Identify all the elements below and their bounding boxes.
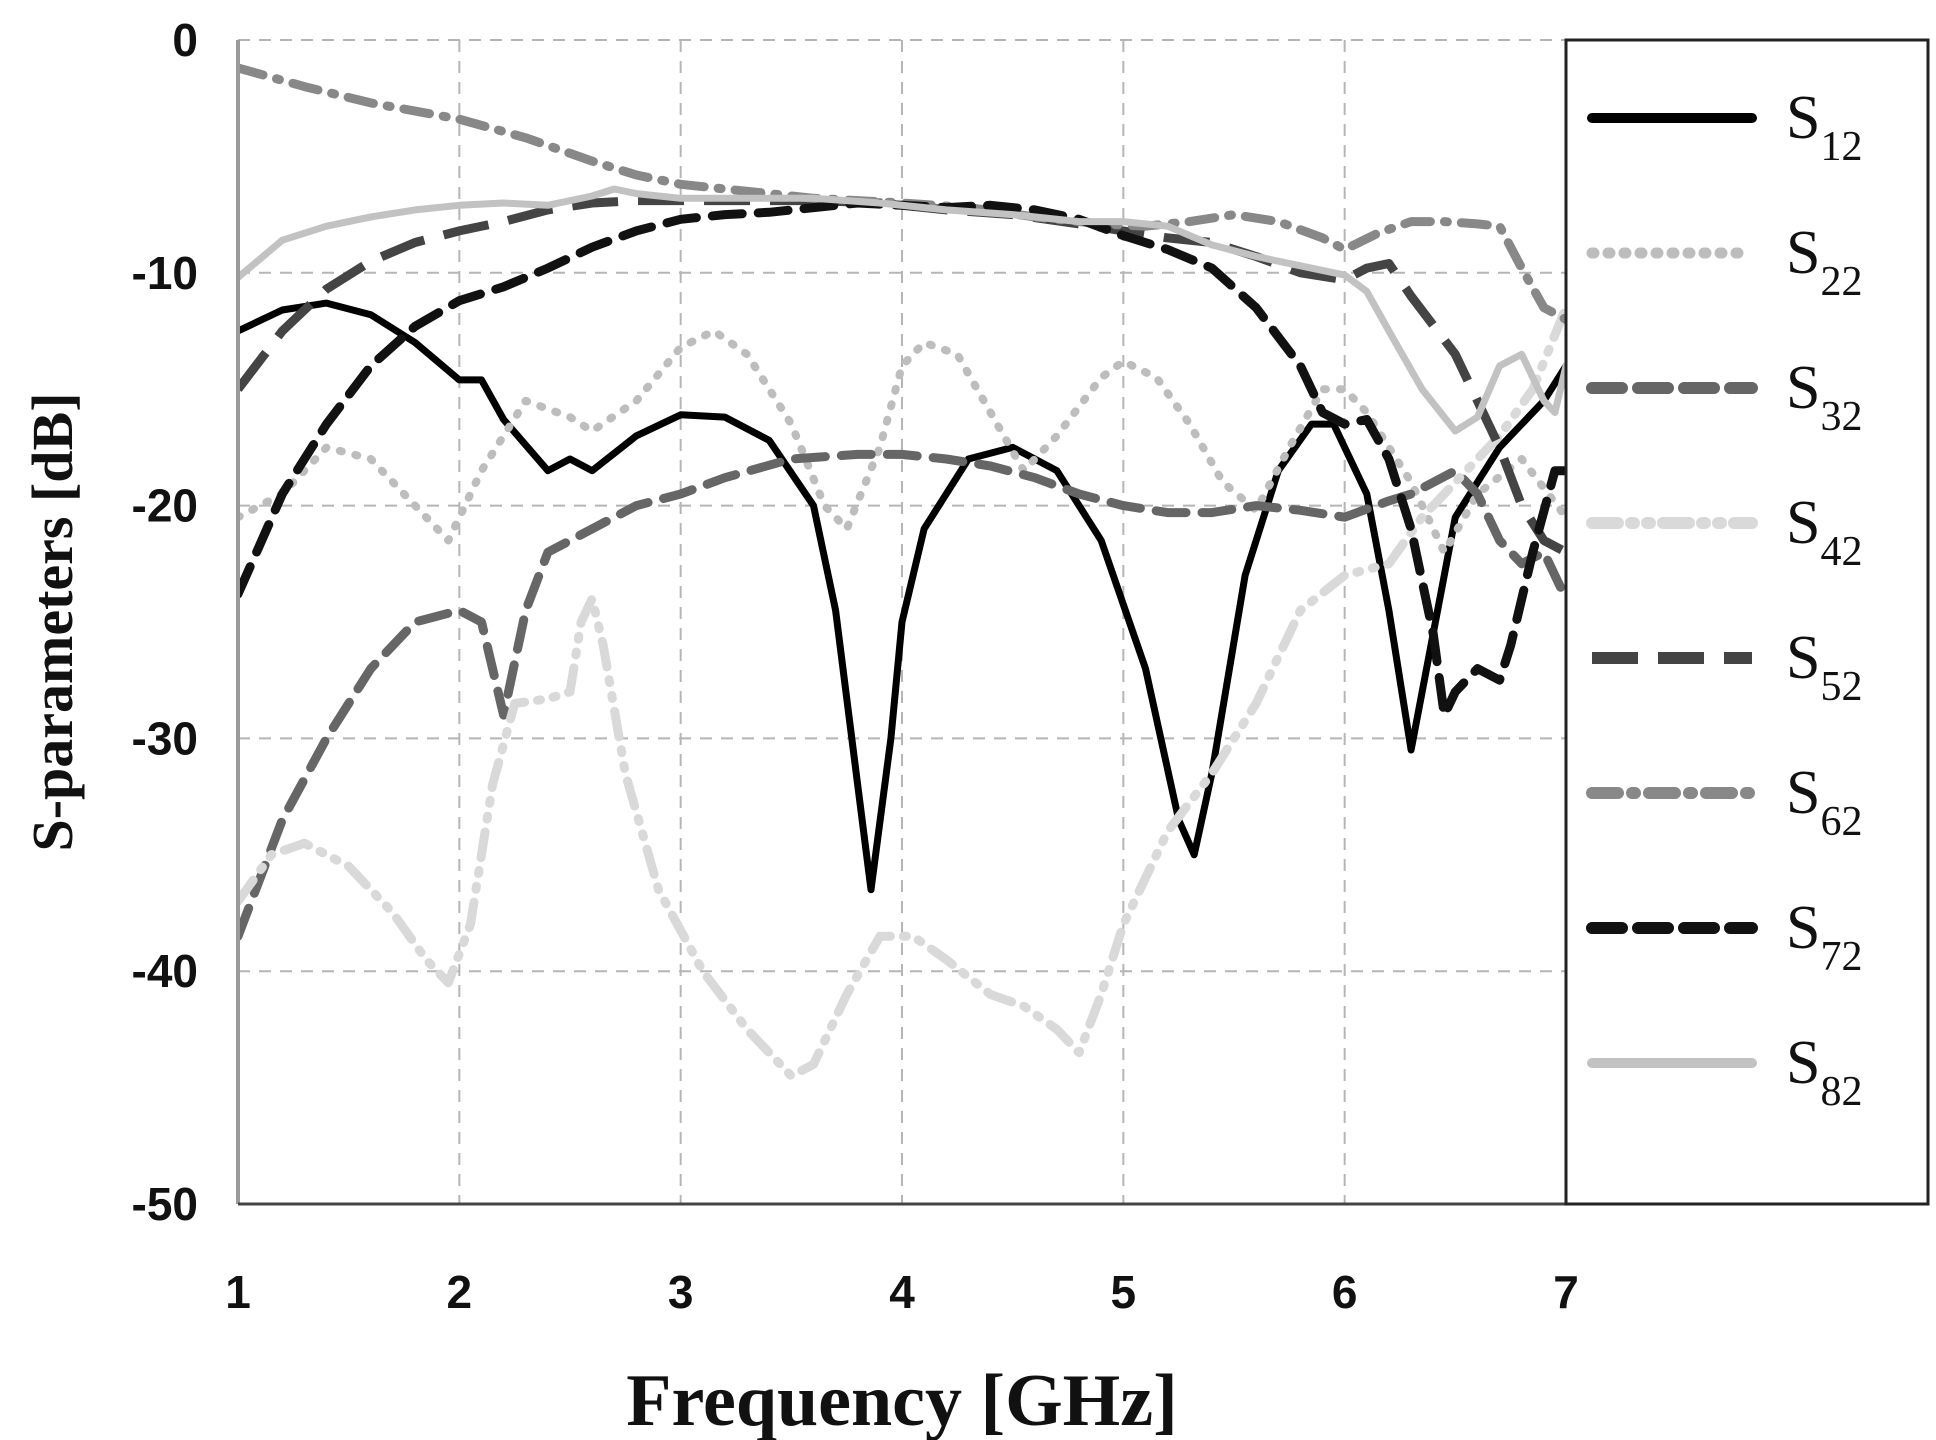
y-tick-labels: 0 -10 -20 -30 -40 -50: [132, 14, 198, 1230]
x-tick-label: 1: [225, 1266, 251, 1318]
legend-label-s42: S42: [1786, 489, 1862, 575]
legend-label-s82: S82: [1786, 1029, 1862, 1115]
series-line-s32: [238, 449, 1566, 941]
x-tick-label: 5: [1111, 1266, 1137, 1318]
legend-label-s72: S72: [1786, 894, 1862, 980]
y-tick-label: -40: [132, 945, 198, 997]
legend-label-s32: S32: [1786, 354, 1862, 440]
x-tick-label: 4: [889, 1266, 915, 1318]
series-line-s22: [238, 327, 1566, 557]
x-tick-label: 3: [668, 1266, 694, 1318]
y-tick-label: -10: [132, 247, 198, 299]
series-line-s42: [238, 303, 1566, 1081]
y-tick-label: 0: [172, 14, 198, 66]
x-tick-label: 2: [447, 1266, 473, 1318]
y-tick-label: -50: [132, 1178, 198, 1230]
series-line-s62: [238, 63, 1566, 324]
legend-label-s12: S12: [1786, 84, 1862, 170]
x-tick-labels: 1 2 3 4 5 6 7: [225, 1266, 1579, 1318]
legend-label-s52: S52: [1786, 624, 1862, 710]
legend-box: [1564, 38, 1930, 1206]
series-line-s12: [238, 299, 1566, 894]
y-axis-title: S-parameters [dB]: [20, 392, 85, 851]
y-tick-label: -20: [132, 480, 198, 532]
legend-label-s22: S22: [1786, 219, 1862, 305]
x-axis-title: Frequency [GHz]: [626, 1360, 1177, 1440]
legend: S12 S22 S32 S42 S52 S62 S72 S82: [1586, 84, 1862, 1115]
x-tick-label: 6: [1332, 1266, 1358, 1318]
x-tick-label: 7: [1553, 1266, 1579, 1318]
y-tick-label: -30: [132, 712, 198, 764]
series-layer: [238, 63, 1566, 1081]
series-line-s82: [238, 185, 1566, 435]
legend-label-s62: S62: [1786, 759, 1862, 845]
